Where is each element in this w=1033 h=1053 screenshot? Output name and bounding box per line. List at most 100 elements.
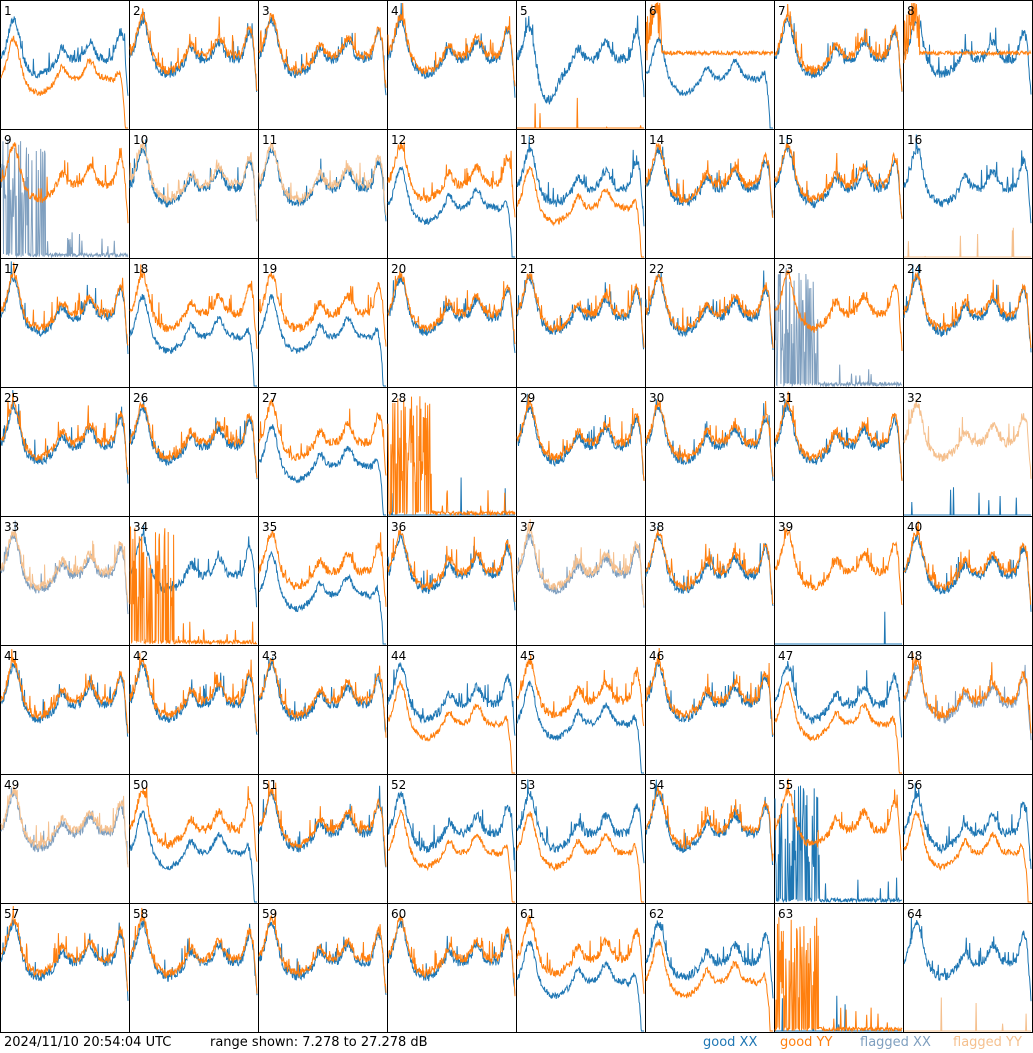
panel-frame (387, 645, 517, 775)
series-yy-panel-18 (129, 264, 258, 349)
panel-20: 20 (387, 258, 517, 388)
series-yy-panel-40 (903, 520, 1031, 605)
panel-24: 24 (903, 258, 1033, 388)
panel-17: 17 (0, 258, 130, 388)
series-yy-panel-63 (774, 917, 903, 1033)
panel-label: 28 (391, 391, 406, 405)
panel-frame (645, 258, 775, 388)
panel-label: 50 (133, 778, 148, 792)
panel-frame (129, 903, 259, 1033)
panel-frame (129, 387, 259, 517)
series-yy-panel-4 (387, 2, 516, 87)
panel-59: 59 (258, 903, 388, 1033)
panel-36: 36 (387, 516, 517, 646)
series-xx-panel-55 (774, 785, 903, 904)
series-yy-panel-36 (387, 529, 516, 603)
panel-label: 5 (520, 4, 528, 18)
panel-frame (0, 516, 130, 646)
panel-label: 46 (649, 649, 664, 663)
series-xx-panel-62 (645, 920, 774, 999)
panel-15: 15 (774, 129, 904, 259)
series-xx-panel-2 (129, 11, 257, 92)
series-yy-panel-34 (129, 526, 258, 646)
series-xx-panel-52 (387, 791, 516, 872)
panel-frame (129, 645, 259, 775)
series-yy-panel-26 (129, 401, 258, 479)
panel-frame (645, 387, 775, 517)
series-yy-panel-64 (904, 997, 1031, 1032)
panel-35: 35 (258, 516, 388, 646)
panel-label: 14 (649, 133, 664, 147)
panel-label: 47 (778, 649, 793, 663)
series-yy-panel-49 (0, 786, 129, 868)
panel-11: 11 (258, 129, 388, 259)
series-xx-panel-21 (516, 274, 645, 350)
series-yy-panel-29 (516, 394, 645, 481)
series-yy-panel-23 (774, 269, 903, 352)
series-yy-panel-43 (258, 657, 387, 738)
series-xx-panel-53 (516, 779, 645, 864)
panel-frame (258, 774, 388, 904)
series-yy-panel-56 (903, 810, 1031, 903)
series-xx-panel-13 (516, 136, 645, 227)
legend-flagged-yy: flagged YY (953, 1035, 1022, 1050)
series-yy-panel-31 (774, 391, 903, 481)
series-yy-panel-6 (645, 2, 774, 61)
panel-label: 44 (391, 649, 406, 663)
panel-5: 5 (516, 0, 646, 130)
panel-frame (129, 258, 259, 388)
panel-label: 7 (778, 4, 786, 18)
series-xx-panel-32 (904, 487, 1031, 516)
panel-label: 26 (133, 391, 148, 405)
panel-label: 59 (262, 907, 277, 921)
series-yy-panel-2 (129, 8, 258, 92)
panel-label: 34 (133, 520, 148, 534)
series-yy-panel-45 (516, 654, 645, 727)
panel-label: 54 (649, 778, 664, 792)
panel-43: 43 (258, 645, 388, 775)
panel-51: 51 (258, 774, 388, 904)
panel-56: 56 (903, 774, 1033, 904)
series-xx-panel-54 (645, 779, 774, 866)
panel-frame (387, 0, 517, 130)
series-yy-panel-21 (516, 272, 645, 348)
series-yy-panel-19 (258, 271, 387, 347)
series-xx-panel-23 (774, 268, 903, 388)
panel-42: 42 (129, 645, 259, 775)
series-yy-panel-1 (0, 35, 128, 129)
panel-label: 49 (4, 778, 19, 792)
series-xx-panel-45 (516, 680, 644, 774)
series-yy-panel-24 (903, 271, 1032, 348)
panel-label: 64 (907, 907, 922, 921)
panel-label: 13 (520, 133, 535, 147)
panel-16: 16 (903, 129, 1033, 259)
panel-frame (903, 903, 1033, 1033)
panel-10: 10 (129, 129, 259, 259)
panel-label: 37 (520, 520, 535, 534)
panel-frame (903, 774, 1033, 904)
series-yy-panel-54 (645, 786, 774, 862)
panel-frame (387, 129, 517, 259)
range-text: range shown: 7.278 to 27.278 dB (210, 1035, 428, 1050)
panel-frame (0, 387, 130, 517)
legend-good-xx: good XX (703, 1035, 758, 1050)
panel-label: 10 (133, 133, 148, 147)
series-yy-panel-27 (258, 398, 387, 476)
series-xx-panel-64 (903, 917, 1032, 1002)
panel-frame (903, 645, 1033, 775)
series-xx-panel-50 (129, 809, 257, 903)
panel-label: 29 (520, 391, 535, 405)
series-yy-panel-35 (258, 529, 387, 607)
series-xx-panel-18 (129, 294, 257, 387)
panel-58: 58 (129, 903, 259, 1033)
panel-frame (129, 774, 259, 904)
series-yy-panel-52 (387, 809, 515, 903)
panel-frame (516, 129, 646, 259)
series-xx-panel-16 (903, 134, 1032, 224)
panel-frame (129, 129, 259, 259)
panel-33: 33 (0, 516, 130, 646)
series-yy-panel-11 (258, 141, 387, 216)
panel-label: 16 (907, 133, 922, 147)
series-xx-panel-46 (645, 661, 774, 737)
series-yy-panel-25 (0, 393, 129, 475)
